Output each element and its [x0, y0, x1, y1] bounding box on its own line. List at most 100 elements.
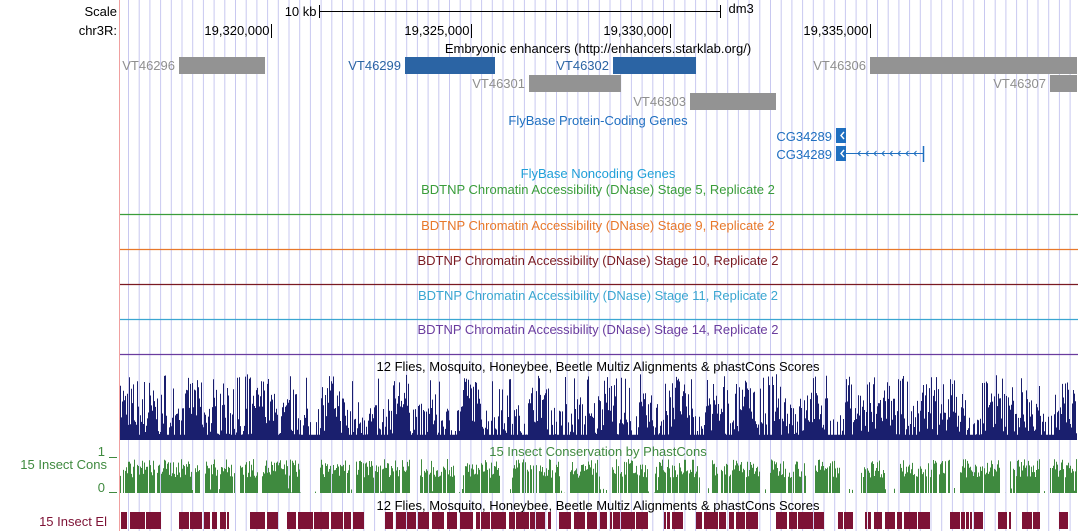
conserved-element — [736, 512, 745, 529]
gene-label[interactable]: CG34289 — [776, 129, 832, 144]
multiz-signal-bars — [120, 374, 1077, 440]
conserved-element — [314, 512, 329, 529]
conserved-element — [331, 512, 343, 529]
conserved-element — [548, 512, 551, 529]
track-insect-phastcons[interactable]: 15 Insect Conservation by PhastCons 15 I… — [20, 444, 1077, 495]
ruler-tick-label: 19,320,000 — [204, 23, 269, 38]
strand-chevron-icon — [897, 150, 901, 157]
conserved-element — [970, 512, 972, 529]
enhancer-label[interactable]: VT46302 — [556, 58, 609, 73]
track-multiz-alignments[interactable]: 12 Flies, Mosquito, Honeybee, Beetle Mul… — [120, 359, 1077, 440]
base-position-ruler[interactable]: Scale chr3R: 10 kb dm3 19,320,000 19,325,… — [79, 1, 871, 38]
track-title-dnase-stage5: BDTNP Chromatin Accessibility (DNase) St… — [421, 182, 775, 197]
scale-bar — [319, 5, 721, 18]
strand-chevron-icon — [881, 150, 885, 157]
track-title-elements: 12 Flies, Mosquito, Honeybee, Beetle Mul… — [377, 498, 820, 513]
track-title-dnase-stage9: BDTNP Chromatin Accessibility (DNase) St… — [421, 218, 775, 233]
conserved-element — [667, 512, 670, 529]
scale-label: Scale — [84, 4, 117, 19]
conserved-element — [746, 512, 758, 529]
conserved-element — [190, 512, 202, 529]
conserved-element — [212, 512, 217, 529]
track-title-coding-genes: FlyBase Protein-Coding Genes — [508, 113, 688, 128]
conserved-element — [868, 512, 871, 529]
track-title-phastcons: 15 Insect Conservation by PhastCons — [489, 444, 707, 459]
ruler-tick-label: 19,330,000 — [603, 23, 668, 38]
conserved-element — [704, 512, 718, 529]
enhancer-label[interactable]: VT46306 — [813, 58, 866, 73]
enhancer-block[interactable] — [179, 57, 265, 74]
conserved-element — [559, 512, 571, 529]
conserved-element — [636, 512, 648, 529]
conserved-element — [267, 512, 278, 529]
track-insect-elements[interactable]: 12 Flies, Mosquito, Honeybee, Beetle Mul… — [39, 498, 1068, 529]
gene-cg34289[interactable]: CG34289 — [776, 128, 846, 144]
enhancer-vt46301[interactable]: VT46301 — [472, 75, 621, 92]
conserved-element — [432, 512, 444, 529]
enhancer-items[interactable]: VT46296 VT46299 VT46302 VT46306 VT46301 VT463… — [122, 57, 1077, 110]
enhancer-label[interactable]: VT46296 — [122, 58, 175, 73]
phastcons-signal-bars — [120, 459, 1077, 493]
track-embryonic-enhancers[interactable]: Embryonic enhancers (http://enhancers.st… — [122, 41, 1077, 110]
enhancer-label[interactable]: VT46299 — [348, 58, 401, 73]
conserved-element — [918, 512, 930, 529]
conserved-element — [776, 512, 787, 529]
enhancer-vt46306[interactable]: VT46306 — [813, 57, 1077, 74]
conserved-element — [491, 512, 506, 529]
conserved-element — [1022, 512, 1032, 529]
conserved-element — [729, 512, 734, 529]
enhancer-label[interactable]: VT46307 — [993, 76, 1046, 91]
enhancer-vt46307[interactable]: VT46307 — [993, 75, 1077, 92]
guide-lines — [128, 0, 1071, 531]
dnase-tracks[interactable]: BDTNP Chromatin Accessibility (DNase) St… — [120, 182, 1078, 356]
conserved-element — [974, 512, 983, 529]
gene-cg34289[interactable]: CG34289 — [776, 146, 925, 162]
enhancer-block[interactable] — [870, 57, 1077, 74]
strand-chevron-icon — [905, 150, 909, 157]
track-flybase-coding-genes[interactable]: FlyBase Protein-Coding Genes CG34289CG34… — [508, 113, 925, 162]
enhancer-vt46296[interactable]: VT46296 — [122, 57, 265, 74]
conserved-element — [600, 512, 607, 529]
strand-chevron-icon — [889, 150, 893, 157]
enhancer-label[interactable]: VT46303 — [633, 94, 686, 109]
conserved-element — [844, 512, 853, 529]
conserved-element — [447, 512, 457, 529]
enhancer-vt46299[interactable]: VT46299 — [348, 57, 495, 74]
assembly-label: dm3 — [729, 1, 754, 16]
conserved-element — [481, 512, 490, 529]
enhancer-block[interactable] — [1050, 75, 1077, 92]
conserved-element — [418, 512, 429, 529]
gene-items[interactable]: CG34289 CG34289 — [776, 128, 925, 162]
conserved-element — [130, 512, 145, 529]
track-flybase-noncoding-genes[interactable]: FlyBase Noncoding Genes — [521, 166, 676, 181]
conserved-element — [814, 512, 824, 529]
enhancer-block[interactable] — [613, 57, 696, 74]
enhancer-block[interactable] — [405, 57, 495, 74]
enhancer-block[interactable] — [690, 93, 776, 110]
track-title-dnase-stage14: BDTNP Chromatin Accessibility (DNase) St… — [417, 322, 778, 337]
track-title-noncoding-genes: FlyBase Noncoding Genes — [521, 166, 676, 181]
enhancer-vt46303[interactable]: VT46303 — [633, 93, 776, 110]
conserved-element — [672, 512, 683, 529]
enhancer-label[interactable]: VT46301 — [472, 76, 525, 91]
conserved-element — [966, 512, 969, 529]
enhancer-block[interactable] — [529, 75, 621, 92]
conserved-element — [353, 512, 364, 529]
conserved-element — [719, 512, 726, 529]
enhancer-vt46302[interactable]: VT46302 — [556, 57, 696, 74]
conserved-element — [530, 512, 535, 529]
strand-arrow-icon — [840, 149, 845, 158]
conserved-element — [385, 512, 393, 529]
conserved-element — [227, 512, 229, 529]
phastcons-side-label: 15 Insect Cons — [20, 457, 107, 472]
conserved-elements — [121, 512, 1068, 529]
conserved-element — [287, 512, 296, 529]
conserved-element — [904, 512, 917, 529]
gene-label[interactable]: CG34289 — [776, 147, 832, 162]
conserved-element — [798, 512, 813, 529]
track-title-dnase-stage11: BDTNP Chromatin Accessibility (DNase) St… — [418, 288, 778, 303]
conserved-element — [897, 512, 902, 529]
ruler-tick-label: 19,335,000 — [803, 23, 868, 38]
conserved-element — [396, 512, 406, 529]
